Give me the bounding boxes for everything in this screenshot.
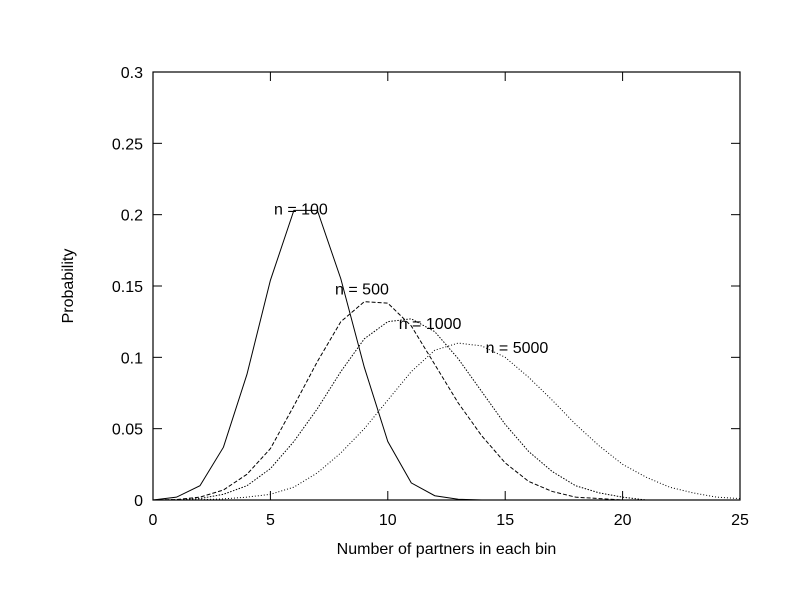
x-tick-label: 10 bbox=[379, 512, 397, 529]
x-tick-label: 25 bbox=[731, 512, 749, 529]
y-axis: 0 0.05 0.1 0.15 0.2 0.25 0.3 bbox=[112, 65, 740, 510]
series-annotation: n = 1000 bbox=[399, 316, 462, 333]
y-tick-label: 0.3 bbox=[121, 65, 143, 82]
series-line-4 bbox=[153, 342, 741, 501]
y-tick-label: 0.05 bbox=[112, 422, 143, 439]
series-line-3 bbox=[152, 318, 647, 501]
x-axis: 0 5 10 15 20 25 bbox=[149, 72, 749, 529]
y-tick-label: 0.2 bbox=[121, 208, 143, 225]
x-tick-label: 0 bbox=[149, 512, 158, 529]
plot-area bbox=[152, 209, 741, 501]
y-tick-label: 0 bbox=[134, 493, 143, 510]
series-annotation: n = 5000 bbox=[486, 340, 549, 357]
plot-frame bbox=[152, 71, 741, 501]
x-axis-label: Number of partners in each bin bbox=[337, 541, 557, 558]
series-line-1 bbox=[152, 209, 482, 501]
annotations: n = 100 n = 500 n = 1000 n = 5000 bbox=[274, 202, 548, 357]
x-tick-label: 5 bbox=[266, 512, 275, 529]
y-tick-label: 0.25 bbox=[112, 136, 143, 153]
y-tick-label: 0.15 bbox=[112, 279, 143, 296]
y-tick-label: 0.1 bbox=[121, 350, 143, 367]
x-tick-label: 20 bbox=[614, 512, 632, 529]
series-annotation: n = 500 bbox=[335, 282, 389, 299]
series-annotation: n = 100 bbox=[274, 202, 328, 219]
x-tick-label: 15 bbox=[496, 512, 514, 529]
series-line-2 bbox=[152, 301, 623, 501]
y-axis-label: Probability bbox=[60, 249, 77, 324]
